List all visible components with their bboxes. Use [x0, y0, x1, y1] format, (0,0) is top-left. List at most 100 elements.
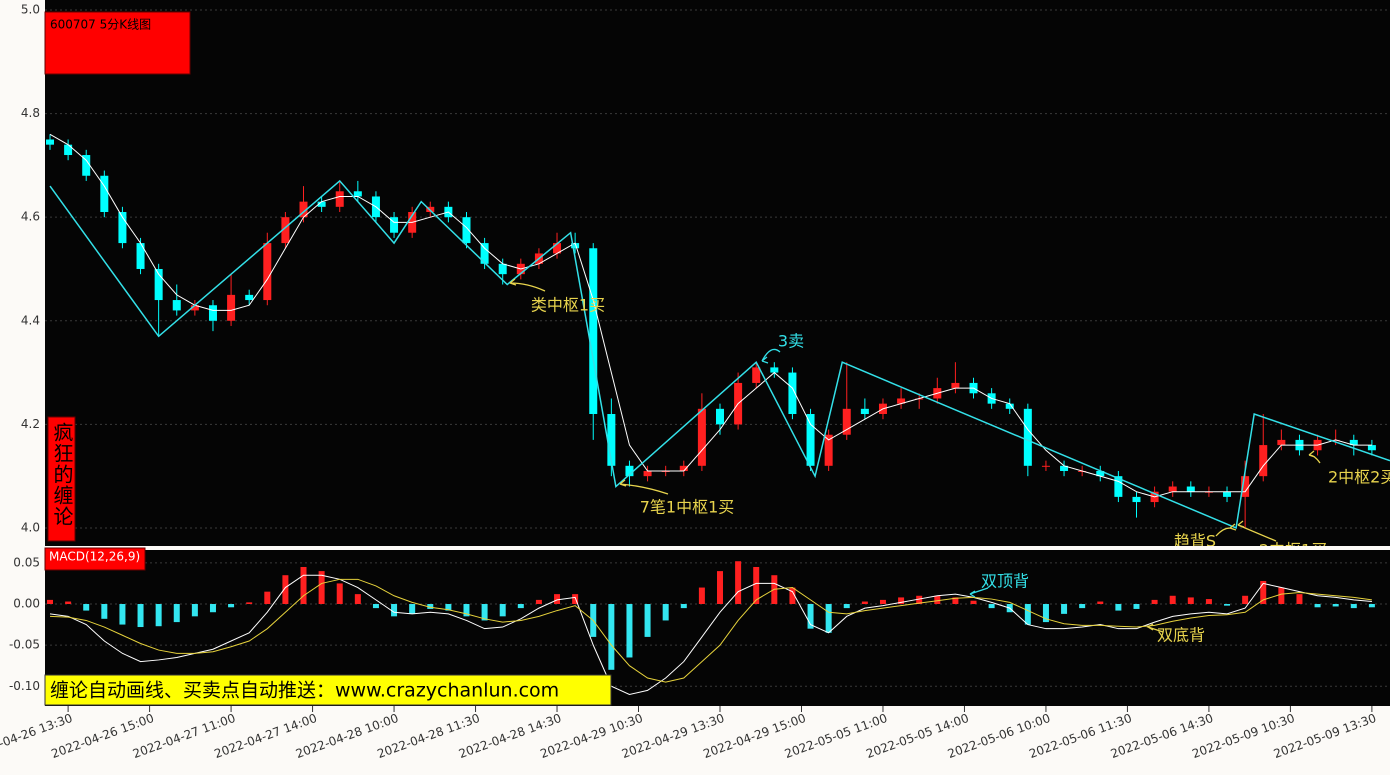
banner: 缠论自动画线、买卖点自动推送：www.crazychanlun.com: [50, 680, 559, 702]
macd-bar: [282, 575, 289, 604]
macd-bar: [789, 587, 796, 604]
candle-body: [317, 201, 326, 207]
candle-body: [190, 305, 199, 311]
macd-bar: [1024, 604, 1031, 625]
macd-bar: [264, 591, 271, 604]
candle-body: [263, 243, 272, 301]
candle-body: [679, 465, 688, 471]
macd-bar: [65, 601, 72, 604]
banner-box: [44, 674, 612, 706]
title-box: [44, 11, 191, 75]
candle-body: [1259, 445, 1268, 477]
macd-bar: [155, 604, 162, 627]
macd-bar: [499, 604, 506, 617]
macd-bar: [463, 604, 470, 617]
candle-body: [64, 144, 73, 156]
candle-body: [806, 414, 815, 466]
candle-body: [1349, 439, 1358, 446]
side-label: 疯狂的缠论: [50, 422, 74, 527]
candle-body: [1223, 491, 1232, 497]
macd-bar: [680, 604, 687, 609]
macd-bar: [934, 595, 941, 604]
macd-bar: [879, 599, 886, 604]
annotation: 双顶背: [981, 572, 1029, 591]
macd-bar: [952, 597, 959, 604]
macd-bar: [318, 571, 325, 604]
candle-body: [643, 470, 652, 477]
macd-bar: [409, 604, 416, 614]
candle-body: [1367, 445, 1376, 451]
macd-bar: [735, 561, 742, 604]
macd-bar: [1097, 601, 1104, 604]
main-panel: [45, 0, 1390, 546]
y-tick-label: 4.4: [21, 313, 40, 327]
macd-bar: [445, 604, 452, 611]
macd-bar: [1314, 604, 1321, 608]
macd-bar: [535, 599, 542, 604]
macd-bar: [1079, 604, 1086, 609]
y-tick-label: 4.6: [21, 210, 40, 224]
y-tick-label: -0.10: [9, 679, 40, 693]
candle-body: [824, 434, 833, 466]
macd-bar: [1332, 604, 1339, 607]
candle-body: [498, 263, 507, 275]
macd-bar: [1368, 604, 1375, 608]
macd-bar: [1242, 595, 1249, 604]
candle-body: [245, 294, 254, 301]
macd-bar: [1205, 599, 1212, 604]
candle-body: [788, 372, 797, 415]
annotation-arrow: [619, 479, 669, 495]
annotation-arrow: [509, 278, 546, 292]
candle-body: [480, 243, 489, 264]
macd-bar: [698, 587, 705, 604]
annotation: 趋背S: [1174, 532, 1216, 551]
macd-bar: [898, 597, 905, 604]
candle-body: [697, 408, 706, 466]
y-tick-label: 0.05: [13, 555, 40, 569]
macd-bar: [916, 595, 923, 604]
y-tick-label: 4.8: [21, 106, 40, 120]
y-tick-label: 5.0: [21, 3, 40, 17]
candle-body: [335, 191, 344, 207]
macd-bar: [1061, 604, 1068, 614]
macd-bar: [644, 604, 651, 637]
candle-body: [589, 248, 598, 415]
annotation: 类中枢1买: [531, 296, 605, 315]
y-tick-label: -0.05: [9, 638, 40, 652]
ma-line: [49, 133, 1372, 498]
macd-bar: [608, 604, 615, 670]
candle-body: [1186, 486, 1195, 492]
candle-body: [100, 175, 109, 213]
macd-bar: [173, 604, 180, 623]
macd-bar: [753, 566, 760, 604]
macd-bar: [626, 604, 633, 658]
candle-body: [553, 243, 562, 254]
annotation-arrow: [761, 348, 781, 364]
macd-bar: [825, 604, 832, 633]
y-tick-label: 4.0: [21, 520, 40, 534]
annotation-arrow: [1308, 450, 1321, 464]
macd-bar: [336, 583, 343, 604]
macd-bar: [427, 604, 434, 609]
macd-bar: [481, 604, 488, 621]
candle-body: [136, 243, 145, 269]
chart-title: 600707 5分K线图: [50, 18, 151, 32]
macd-bar: [246, 602, 253, 604]
macd-bar: [572, 594, 579, 604]
annotation: 双底背: [1157, 626, 1205, 645]
candle-body: [299, 201, 308, 218]
candle-body: [281, 217, 290, 244]
candle-body: [951, 382, 960, 389]
chanlun-stroke: [49, 179, 1390, 530]
macd-bar: [717, 571, 723, 604]
y-tick-label: 0.00: [13, 597, 40, 611]
candle-body: [154, 268, 163, 301]
macd-bar: [119, 604, 126, 625]
candle-body: [625, 465, 634, 477]
macd-bar: [391, 604, 398, 617]
macd-bar: [354, 594, 361, 604]
candle-body: [1041, 465, 1050, 467]
candle-body: [1060, 465, 1069, 471]
